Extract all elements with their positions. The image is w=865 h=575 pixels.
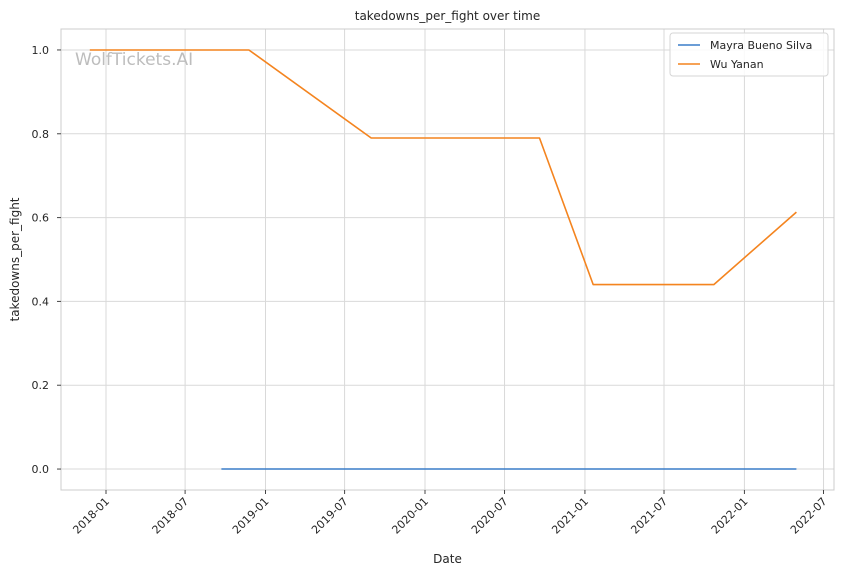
- x-tick-label: 2020-07: [469, 495, 511, 537]
- y-axis-label: takedowns_per_fight: [8, 197, 22, 321]
- plot-area: [60, 28, 835, 491]
- legend: Mayra Bueno Silva Wu Yanan: [669, 32, 829, 77]
- x-axis-ticks: 2018-01 2018-07 2019-01 2019-07 2020-01 2020-…: [70, 490, 830, 537]
- x-tick-label: 2021-01: [549, 495, 591, 537]
- x-tick-label: 2019-07: [309, 495, 351, 537]
- x-tick-label: 2020-01: [389, 495, 431, 537]
- y-tick-label: 0.4: [32, 295, 50, 308]
- y-tick-label: 1.0: [32, 44, 50, 57]
- y-tick-label: 0.8: [32, 128, 50, 141]
- y-axis-ticks: 0.0 0.2 0.4 0.6 0.8 1.0: [32, 44, 61, 476]
- x-tick-label: 2018-07: [150, 495, 192, 537]
- watermark-text: WolfTickets.AI: [75, 50, 193, 70]
- x-tick-label: 2018-01: [70, 495, 112, 537]
- grid-lines: [61, 29, 834, 490]
- y-tick-label: 0.6: [32, 212, 50, 225]
- x-tick-label: 2022-01: [709, 495, 751, 537]
- x-tick-label: 2019-01: [230, 495, 272, 537]
- series-lines: [89, 49, 797, 470]
- x-axis-label: Date: [433, 552, 462, 566]
- x-tick-label: 2021-07: [628, 495, 670, 537]
- legend-box: [669, 32, 829, 77]
- y-tick-label: 0.2: [32, 379, 50, 392]
- series-line-wu-yanan: [89, 49, 797, 286]
- legend-label-wu-yanan: Wu Yanan: [710, 58, 764, 71]
- chart-title: takedowns_per_fight over time: [355, 9, 541, 23]
- x-tick-label: 2022-07: [788, 495, 830, 537]
- y-tick-label: 0.0: [32, 463, 50, 476]
- legend-label-mayra-bueno-silva: Mayra Bueno Silva: [710, 39, 812, 52]
